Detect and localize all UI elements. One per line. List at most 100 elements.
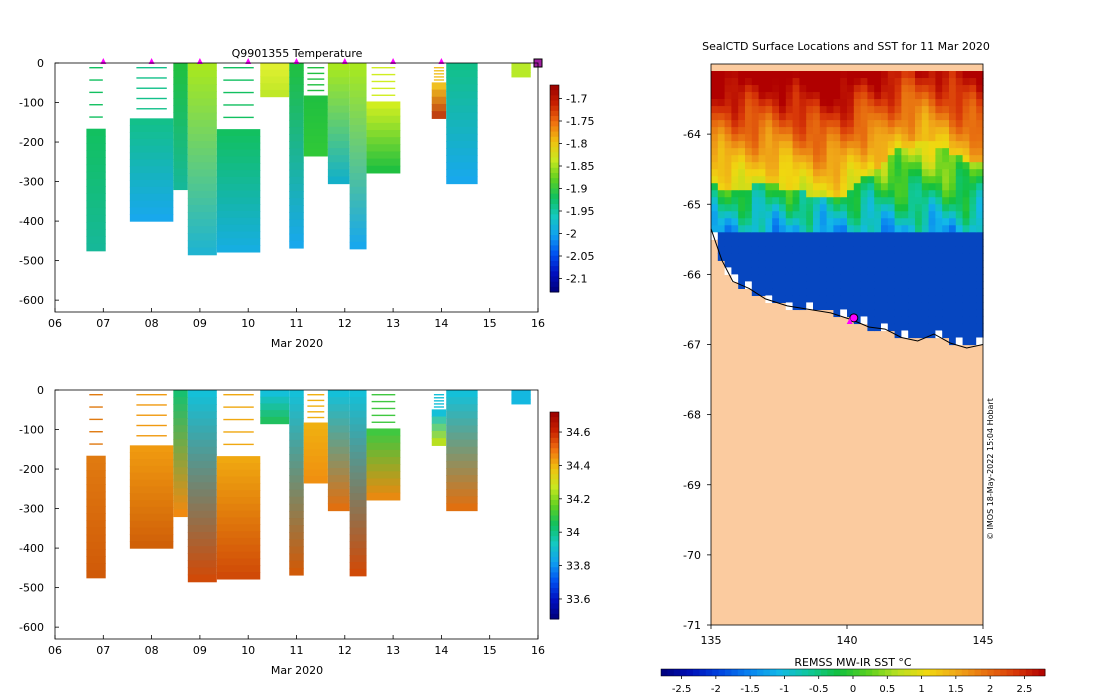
sst-cell bbox=[935, 239, 943, 247]
sst-cell bbox=[819, 288, 828, 297]
profile-line bbox=[371, 400, 396, 403]
sst-cell bbox=[908, 71, 916, 79]
station-marker bbox=[849, 313, 859, 323]
sst-cell bbox=[908, 169, 916, 177]
sst-cell bbox=[765, 92, 773, 100]
sst-cell bbox=[887, 225, 896, 233]
y-tick-label: -500 bbox=[19, 582, 44, 595]
sst-cell bbox=[826, 225, 834, 233]
sst-cell bbox=[942, 204, 950, 212]
profile-band bbox=[349, 472, 367, 481]
sst-cell bbox=[942, 295, 950, 304]
sst-cell bbox=[833, 218, 841, 226]
profile-column bbox=[86, 394, 106, 579]
sst-cell bbox=[887, 260, 896, 268]
sst-colorbar-segment bbox=[718, 669, 726, 676]
sst-cell bbox=[819, 71, 828, 79]
profile-band bbox=[446, 425, 478, 434]
profile-band bbox=[289, 546, 304, 555]
sst-cell bbox=[819, 239, 828, 247]
sst-cell bbox=[887, 267, 896, 275]
sst-cell bbox=[853, 246, 862, 254]
sst-cell bbox=[806, 169, 814, 177]
sst-colorbar-segment bbox=[731, 669, 739, 676]
sst-cell bbox=[928, 148, 936, 156]
profile-band bbox=[289, 176, 304, 185]
profile-band bbox=[216, 572, 261, 580]
profile-band bbox=[173, 77, 188, 85]
profile-band bbox=[187, 567, 217, 576]
profile-band bbox=[366, 115, 401, 124]
sst-cell bbox=[792, 134, 800, 142]
sst-cell bbox=[731, 260, 739, 268]
sst-cell bbox=[813, 211, 821, 219]
profile-band bbox=[187, 524, 217, 533]
map-x-tick-label: 135 bbox=[701, 634, 722, 647]
sst-cell bbox=[813, 197, 821, 205]
sst-cell bbox=[813, 281, 821, 289]
profile-band bbox=[327, 482, 350, 490]
sst-cell bbox=[738, 267, 746, 275]
sst-cell bbox=[867, 232, 875, 240]
sst-cell bbox=[792, 176, 800, 184]
sst-cell bbox=[928, 232, 936, 240]
sst-colorbar-segment bbox=[821, 669, 828, 676]
sst-cell bbox=[935, 162, 943, 170]
sst-cell bbox=[921, 155, 930, 163]
sst-cell bbox=[765, 106, 773, 114]
profile-marker bbox=[245, 58, 252, 64]
sst-colorbar-segment bbox=[705, 669, 713, 676]
sst-cell bbox=[935, 155, 943, 163]
sst-cell bbox=[962, 274, 970, 282]
profile-band bbox=[327, 425, 350, 434]
sst-cell bbox=[813, 78, 821, 86]
sst-cell bbox=[942, 78, 950, 86]
profile-band bbox=[349, 131, 367, 140]
profile-band bbox=[187, 531, 217, 540]
profile-band bbox=[187, 141, 217, 149]
sst-cell bbox=[881, 274, 889, 282]
sst-cell bbox=[792, 120, 800, 128]
sst-cell bbox=[949, 281, 957, 289]
profile-band bbox=[303, 102, 328, 110]
sst-cell bbox=[785, 120, 794, 128]
sst-cell bbox=[860, 141, 868, 149]
profile-band bbox=[349, 513, 367, 522]
station-marker bbox=[846, 318, 853, 325]
sst-cell bbox=[717, 113, 726, 121]
sst-cell bbox=[819, 85, 828, 93]
sst-cell bbox=[955, 288, 964, 297]
profile-band bbox=[187, 247, 217, 256]
x-tick-label: 10 bbox=[241, 644, 255, 657]
profile-band bbox=[349, 568, 367, 577]
profile-band bbox=[327, 169, 350, 178]
profile-band bbox=[446, 112, 478, 121]
sst-cell bbox=[860, 106, 868, 114]
sst-cell bbox=[921, 190, 930, 198]
profile-band bbox=[289, 567, 304, 576]
sst-cell bbox=[840, 162, 848, 170]
sst-cell bbox=[738, 239, 746, 247]
sst-cell bbox=[785, 288, 794, 297]
sst-cell bbox=[792, 71, 800, 79]
profile-band bbox=[349, 186, 367, 195]
sst-cell bbox=[894, 218, 902, 226]
sst-cell bbox=[976, 78, 984, 86]
sst-cell bbox=[792, 274, 800, 282]
profile-band bbox=[349, 438, 367, 446]
sst-cell bbox=[867, 295, 875, 304]
profile-band bbox=[187, 496, 217, 505]
x-tick-label: 15 bbox=[483, 644, 497, 657]
sst-colorbar: -2.5 -2 -1.5 -1 -0.5 0 0.5 1 1.5 2 2.5 bbox=[660, 668, 1046, 695]
sst-cell bbox=[785, 253, 794, 261]
sst-colorbar-segment bbox=[1013, 669, 1020, 676]
profile-band bbox=[129, 493, 174, 501]
sst-cell bbox=[928, 281, 936, 289]
sst-cell bbox=[962, 71, 970, 79]
sst-cell bbox=[935, 330, 943, 339]
colorbar-segment bbox=[550, 453, 559, 460]
sst-colorbar-segment bbox=[782, 669, 790, 676]
sst-cell bbox=[921, 295, 930, 304]
sst-cell bbox=[860, 253, 868, 261]
sst-cell bbox=[969, 148, 977, 156]
